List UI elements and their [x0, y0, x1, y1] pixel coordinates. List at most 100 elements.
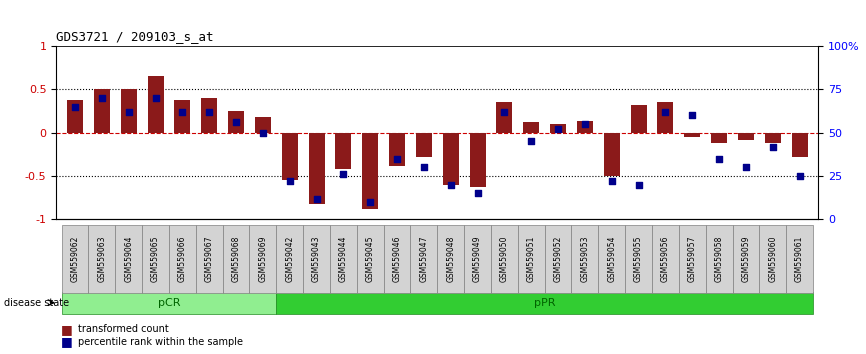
FancyBboxPatch shape	[652, 225, 679, 293]
Point	[524, 138, 538, 144]
Point	[176, 109, 190, 115]
Point	[685, 113, 699, 118]
FancyBboxPatch shape	[169, 225, 196, 293]
FancyBboxPatch shape	[491, 225, 518, 293]
Text: GSM559068: GSM559068	[231, 235, 241, 282]
FancyBboxPatch shape	[61, 292, 276, 314]
Bar	[550, 124, 566, 133]
Point	[203, 109, 216, 115]
FancyBboxPatch shape	[196, 225, 223, 293]
FancyBboxPatch shape	[625, 225, 652, 293]
Text: GSM559056: GSM559056	[661, 235, 670, 282]
Point	[364, 199, 378, 205]
Bar	[630, 105, 647, 133]
FancyBboxPatch shape	[61, 225, 88, 293]
Point	[337, 172, 351, 177]
Bar	[120, 89, 137, 133]
Text: GSM559052: GSM559052	[553, 235, 563, 282]
FancyBboxPatch shape	[679, 225, 706, 293]
Text: ■: ■	[61, 335, 73, 348]
Point	[631, 182, 645, 188]
Text: transformed count: transformed count	[78, 324, 169, 334]
Text: GSM559050: GSM559050	[500, 235, 509, 282]
Bar	[281, 133, 298, 181]
Point	[792, 173, 806, 179]
FancyBboxPatch shape	[88, 225, 115, 293]
FancyBboxPatch shape	[464, 225, 491, 293]
Text: percentile rank within the sample: percentile rank within the sample	[78, 337, 243, 347]
FancyBboxPatch shape	[786, 225, 813, 293]
Text: ■: ■	[61, 323, 73, 336]
Point	[712, 156, 726, 161]
Point	[578, 121, 591, 127]
Text: GSM559069: GSM559069	[258, 235, 268, 282]
Text: GSM559044: GSM559044	[339, 235, 348, 282]
Bar	[523, 122, 540, 133]
FancyBboxPatch shape	[706, 225, 733, 293]
Point	[229, 120, 243, 125]
Point	[443, 182, 457, 188]
Text: GSM559049: GSM559049	[473, 235, 482, 282]
Point	[766, 144, 779, 149]
Text: pCR: pCR	[158, 298, 180, 308]
Bar	[228, 111, 244, 133]
Bar	[711, 133, 727, 143]
Bar	[496, 102, 513, 133]
FancyBboxPatch shape	[759, 225, 786, 293]
Bar	[738, 133, 754, 140]
Bar	[604, 133, 620, 176]
FancyBboxPatch shape	[276, 292, 813, 314]
Text: GSM559046: GSM559046	[392, 235, 402, 282]
Text: GSM559061: GSM559061	[795, 235, 805, 282]
FancyBboxPatch shape	[545, 225, 572, 293]
Bar	[792, 133, 808, 157]
Point	[497, 109, 511, 115]
Point	[95, 95, 109, 101]
Text: GSM559067: GSM559067	[204, 235, 214, 282]
Bar	[684, 133, 701, 137]
FancyBboxPatch shape	[598, 225, 625, 293]
Bar	[657, 102, 674, 133]
Text: GSM559054: GSM559054	[607, 235, 617, 282]
FancyBboxPatch shape	[357, 225, 384, 293]
FancyBboxPatch shape	[276, 225, 303, 293]
Bar	[416, 133, 432, 157]
Text: GSM559065: GSM559065	[151, 235, 160, 282]
Text: GSM559045: GSM559045	[365, 235, 375, 282]
Text: GSM559058: GSM559058	[714, 235, 724, 282]
FancyBboxPatch shape	[437, 225, 464, 293]
FancyBboxPatch shape	[303, 225, 330, 293]
Text: GSM559042: GSM559042	[285, 235, 294, 282]
Bar	[443, 133, 459, 185]
FancyBboxPatch shape	[572, 225, 598, 293]
Bar	[255, 117, 271, 133]
Bar	[577, 121, 593, 133]
Point	[391, 156, 404, 161]
Text: GSM559066: GSM559066	[178, 235, 187, 282]
Text: GSM559064: GSM559064	[124, 235, 133, 282]
Text: GSM559062: GSM559062	[70, 235, 80, 282]
Bar	[765, 133, 781, 143]
Point	[604, 178, 618, 184]
Text: GSM559063: GSM559063	[97, 235, 107, 282]
Text: GSM559051: GSM559051	[527, 235, 536, 282]
FancyBboxPatch shape	[115, 225, 142, 293]
FancyBboxPatch shape	[249, 225, 276, 293]
Bar	[67, 100, 83, 133]
FancyBboxPatch shape	[223, 225, 249, 293]
Point	[739, 165, 753, 170]
Text: GSM559060: GSM559060	[768, 235, 778, 282]
Bar	[147, 76, 164, 133]
Bar	[174, 100, 191, 133]
Point	[149, 95, 163, 101]
Point	[283, 178, 297, 184]
FancyBboxPatch shape	[518, 225, 545, 293]
Point	[68, 104, 82, 110]
Point	[658, 109, 672, 115]
Text: GDS3721 / 209103_s_at: GDS3721 / 209103_s_at	[56, 30, 214, 44]
Text: GSM559059: GSM559059	[741, 235, 751, 282]
Text: GSM559043: GSM559043	[312, 235, 321, 282]
Bar	[389, 133, 405, 166]
FancyBboxPatch shape	[330, 225, 357, 293]
Point	[470, 190, 484, 196]
